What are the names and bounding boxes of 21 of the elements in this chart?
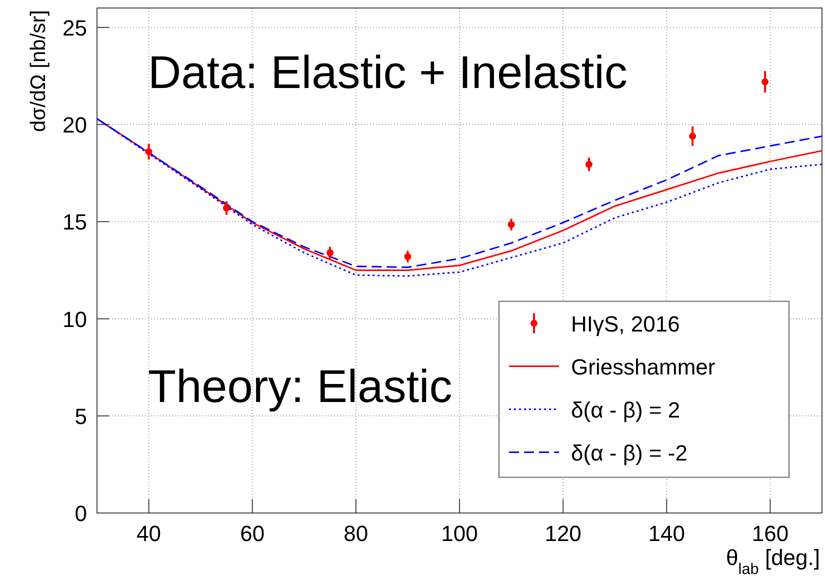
x-tick-label: 160: [752, 521, 789, 546]
y-tick-label: 10: [62, 306, 87, 332]
x-tick-label: 120: [544, 521, 582, 546]
x-axis-title: θ$_{lab}$ [deg.]: [726, 545, 820, 578]
y-tick-label: 25: [62, 15, 87, 40]
annotation: Data: Elastic + Inelastic: [148, 46, 628, 98]
y-axis-title: dσ/dΩ [nb/sr]: [27, 10, 50, 132]
legend-label: Griesshammer: [571, 354, 716, 380]
y-tick-label: 5: [74, 404, 87, 429]
x-tick-label: 140: [648, 521, 685, 546]
legend-label: δ(α - β) = 2: [571, 397, 680, 422]
legend-label: δ(α - β) = -2: [571, 440, 688, 466]
x-tick-label: 80: [344, 521, 368, 546]
x-tick-label: 40: [136, 521, 162, 546]
y-tick-label: 20: [62, 112, 87, 138]
x-tick-label: 60: [240, 521, 265, 546]
annotation: Theory: Elastic: [148, 360, 452, 412]
legend-label: HIγS, 2016: [571, 311, 680, 336]
y-tick-label: 15: [62, 210, 87, 235]
y-tick-label: 0: [74, 501, 87, 526]
x-tick-label: 100: [441, 521, 478, 546]
